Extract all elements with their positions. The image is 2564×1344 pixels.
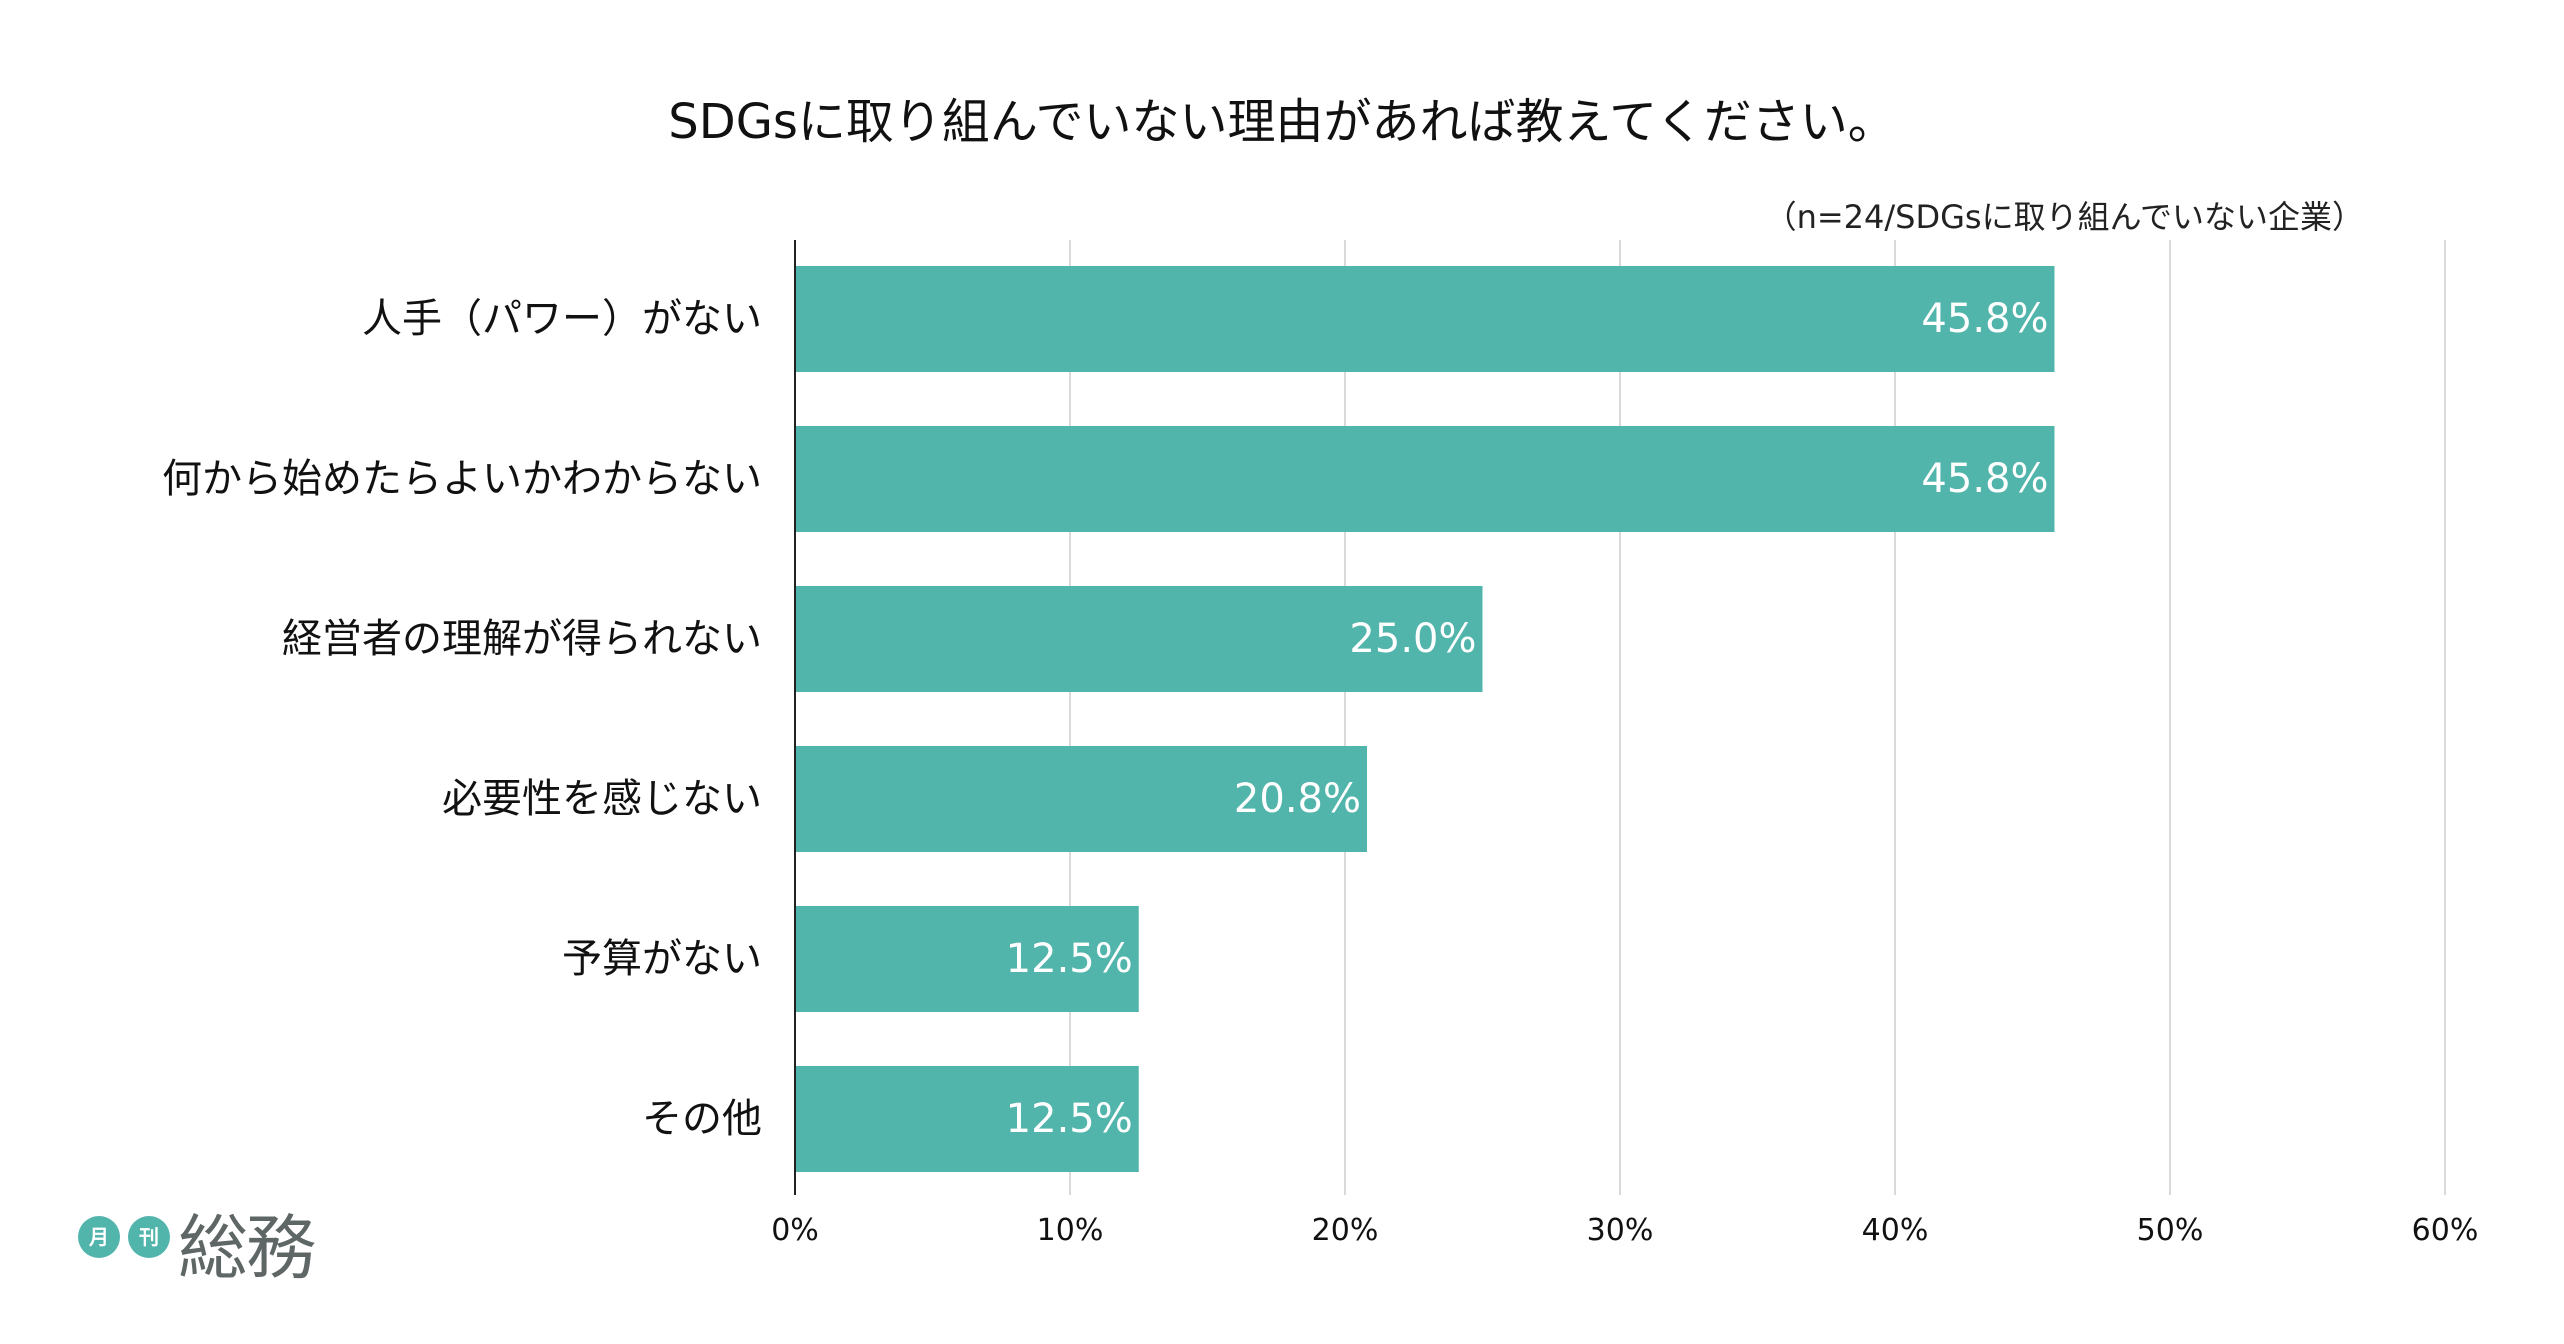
data-label: 12.5% [1006,1096,1133,1142]
logo-brand-text: 総務 [178,1207,316,1289]
x-tick-label: 50% [2137,1213,2204,1248]
gridlines [1069,240,2446,1195]
x-tick-label: 60% [2412,1213,2479,1248]
bar [795,1066,1139,1172]
category-label: 予算がない [562,936,762,982]
logo-badge-1: 月 [78,1216,120,1258]
labels: 0% 10% 20% 30% 40% 50% 60% 人手（パワー）がない 45.8% 何から始め… [162,296,2478,1248]
x-tick-label: 10% [1037,1213,1104,1248]
data-label: 20.8% [1234,776,1361,822]
bar [795,426,2055,532]
bar [795,266,2055,372]
category-label: 必要性を感じない [442,776,762,822]
x-tick-label: 20% [1312,1213,1379,1248]
data-label: 45.8% [1921,296,2048,342]
data-label: 45.8% [1921,456,2048,502]
x-tick-label: 0% [771,1213,819,1248]
bar [795,746,1367,852]
x-tick-label: 30% [1587,1213,1654,1248]
category-label: 経営者の理解が得られない [282,616,762,662]
sample-size-note: （n=24/SDGsに取り組んでいない企業） [1764,198,2364,236]
data-label: 25.0% [1349,616,1476,662]
bar [795,906,1139,1012]
logo-badge-2: 刊 [128,1216,170,1258]
bars [795,266,2055,1172]
category-label: 人手（パワー）がない [362,296,762,342]
bar [795,586,1483,692]
category-label: その他 [642,1096,762,1142]
data-label: 12.5% [1006,936,1133,982]
category-label: 何から始めたらよいかわからない [162,456,762,502]
publisher-logo: 月 刊 総務 [78,1207,318,1290]
x-tick-label: 40% [1862,1213,1929,1248]
chart-title: SDGsに取り組んでいない理由があれば教えてください。 [668,94,1896,150]
